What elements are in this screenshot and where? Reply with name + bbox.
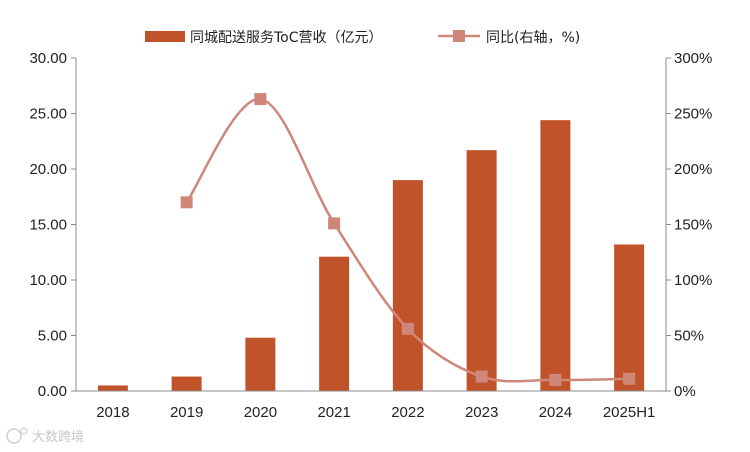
- x-axis: 2018 2019 2020 2021 2022 2023 2024 2025H1: [76, 390, 666, 421]
- x-axis-tick-label: 2021: [317, 404, 350, 421]
- left-axis-tick-label: 0.00: [38, 383, 67, 400]
- left-axis-tick-label: 5.00: [38, 328, 67, 345]
- bar: [171, 376, 202, 391]
- bar: [614, 244, 645, 391]
- right-axis-tick-label: 150%: [674, 217, 712, 234]
- left-axis-tick-label: 20.00: [29, 161, 67, 178]
- x-axis-tick-label: 2019: [170, 404, 203, 421]
- watermark-text: 大数跨境: [32, 430, 84, 445]
- bar: [466, 150, 497, 391]
- right-axis-tick-label: 300%: [674, 50, 712, 67]
- right-axis-tick-label: 250%: [674, 106, 712, 123]
- left-axis-tick-label: 25.00: [29, 106, 67, 123]
- bar: [540, 120, 571, 391]
- watermark-logo-dot: [20, 427, 28, 435]
- left-axis: 0.00 5.00 10.00 15.00 20.00 25.00 30.00: [29, 50, 77, 400]
- line-marker: [623, 372, 636, 385]
- legend-line-label: 同比(右轴，%): [486, 30, 580, 46]
- left-axis-tick-label: 30.00: [29, 50, 67, 67]
- legend-bar-label: 同城配送服务ToC营收（亿元）: [190, 30, 383, 46]
- watermark: 大数跨境: [6, 427, 84, 445]
- bar: [392, 180, 423, 391]
- line-marker: [180, 196, 193, 209]
- right-axis-tick-label: 0%: [674, 383, 696, 400]
- watermark-logo-icon: [6, 428, 22, 444]
- x-axis-tick-label: 2023: [465, 404, 498, 421]
- right-axis-tick-label: 50%: [674, 328, 704, 345]
- legend-bar-swatch: [145, 31, 185, 42]
- line-marker: [549, 373, 562, 386]
- right-axis-tick-label: 200%: [674, 161, 712, 178]
- line-marker: [328, 217, 341, 230]
- right-axis: 0% 50% 100% 150% 200% 250% 300%: [665, 50, 712, 400]
- bar: [245, 337, 276, 391]
- line-marker: [401, 322, 414, 335]
- bar: [319, 256, 350, 391]
- legend: 同城配送服务ToC营收（亿元） 同比(右轴，%): [145, 30, 580, 46]
- x-axis-tick-label: 2024: [539, 404, 572, 421]
- x-axis-tick-label: 2020: [244, 404, 277, 421]
- bar-series: [97, 120, 645, 391]
- left-axis-tick-label: 15.00: [29, 217, 67, 234]
- line-marker: [475, 370, 488, 383]
- x-axis-tick-label: 2022: [391, 404, 424, 421]
- line-marker: [254, 93, 267, 106]
- bar: [97, 385, 128, 391]
- legend-line-marker: [453, 30, 465, 42]
- x-axis-tick-label: 2025H1: [603, 404, 656, 421]
- left-axis-tick-label: 10.00: [29, 272, 67, 289]
- right-axis-tick-label: 100%: [674, 272, 712, 289]
- x-axis-tick-label: 2018: [96, 404, 129, 421]
- line-series: [180, 93, 636, 386]
